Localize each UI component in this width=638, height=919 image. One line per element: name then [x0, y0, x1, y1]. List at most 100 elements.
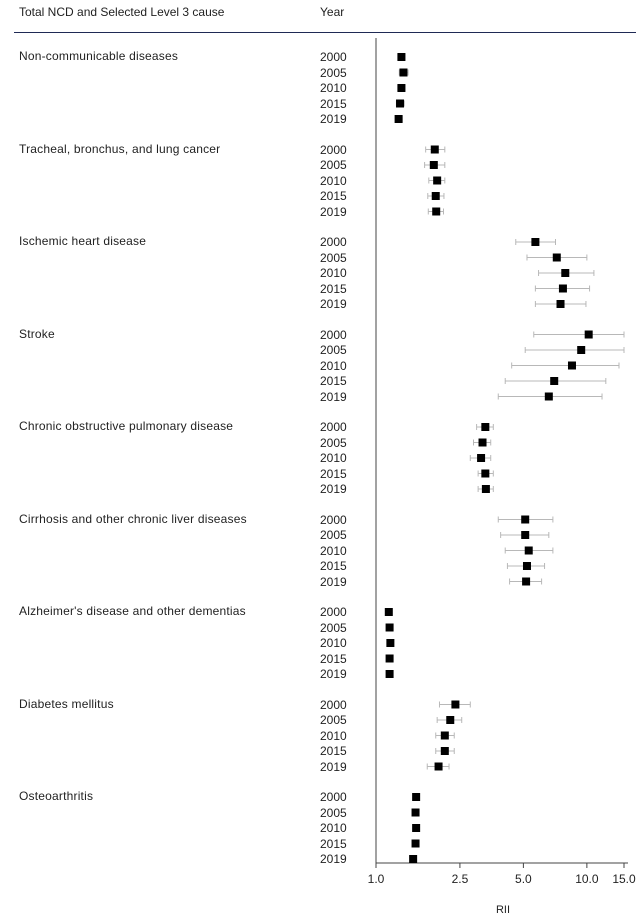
- cause-label: Alzheimer's disease and other dementias: [19, 604, 246, 618]
- point-estimate: [411, 808, 420, 817]
- point-estimate: [429, 161, 438, 169]
- year-label: 2015: [320, 744, 347, 758]
- point-estimate: [412, 824, 421, 832]
- header-rule: [14, 32, 636, 33]
- point-estimate: [385, 623, 394, 632]
- year-label: 2000: [320, 697, 347, 712]
- year-label: 2019: [320, 482, 347, 496]
- x-tick-label: 10.0: [575, 872, 599, 886]
- year-label: 2005: [320, 620, 347, 635]
- point-estimate: [567, 361, 576, 370]
- point-estimate: [558, 284, 567, 293]
- year-label: 2005: [320, 343, 347, 357]
- point-estimate: [384, 608, 393, 616]
- year-label: 2015: [320, 651, 347, 666]
- point-estimate: [584, 330, 593, 339]
- year-label: 2005: [320, 805, 347, 820]
- year-label: 2000: [320, 50, 347, 64]
- point-estimate: [446, 716, 455, 724]
- x-tick-label: 5.0: [515, 872, 532, 886]
- point-estimate: [386, 639, 395, 647]
- year-column-header: Year: [320, 5, 345, 19]
- point-estimate: [577, 346, 586, 354]
- year-label: 2000: [320, 142, 347, 157]
- point-estimate: [431, 192, 440, 200]
- year-label: 2019: [320, 389, 347, 404]
- cause-label: Diabetes mellitus: [19, 696, 114, 711]
- year-label: 2010: [320, 821, 347, 835]
- point-estimate: [524, 546, 533, 555]
- year-label: 2010: [320, 173, 347, 188]
- point-estimate: [481, 485, 490, 493]
- point-estimate: [522, 577, 531, 586]
- point-estimate: [544, 392, 553, 401]
- year-label: 2005: [320, 65, 347, 80]
- cause-label: Ischemic heart disease: [19, 234, 147, 248]
- point-estimate: [397, 84, 406, 92]
- x-axis-title: RII: [496, 904, 510, 916]
- year-label: 2019: [320, 759, 347, 774]
- point-estimate: [531, 238, 540, 246]
- year-label: 2005: [320, 250, 347, 265]
- year-label: 2015: [320, 281, 347, 296]
- point-estimate: [440, 731, 449, 740]
- cause-column-header: Total NCD and Selected Level 3 cause: [19, 5, 225, 19]
- point-estimate: [399, 68, 408, 77]
- year-label: 2019: [320, 112, 347, 126]
- cause-label: Chronic obstructive pulmonary disease: [19, 419, 234, 433]
- point-estimate: [397, 53, 406, 61]
- point-estimate: [451, 700, 460, 709]
- year-label: 2015: [320, 96, 347, 111]
- point-estimate: [521, 531, 530, 539]
- point-estimate: [552, 253, 561, 262]
- year-label: 2005: [320, 158, 347, 172]
- year-label: 2005: [320, 713, 347, 727]
- year-label: 2019: [320, 297, 347, 311]
- year-label: 2000: [320, 420, 347, 434]
- year-label: 2010: [320, 636, 347, 650]
- year-label: 2010: [320, 266, 347, 280]
- year-label: 2010: [320, 358, 347, 373]
- year-label: 2010: [320, 543, 347, 558]
- point-estimate: [409, 855, 418, 863]
- x-tick-label: 15.0: [612, 872, 636, 886]
- point-estimate: [385, 670, 394, 678]
- year-label: 2000: [320, 790, 347, 804]
- year-label: 2019: [320, 852, 347, 866]
- year-label: 2005: [320, 435, 347, 450]
- point-estimate: [385, 654, 394, 663]
- point-estimate: [430, 145, 439, 154]
- point-estimate: [434, 762, 443, 771]
- point-estimate: [412, 793, 421, 801]
- point-estimate: [432, 207, 441, 216]
- point-estimate: [478, 438, 487, 447]
- cause-label: Osteoarthritis: [19, 789, 94, 803]
- year-label: 2010: [320, 728, 347, 743]
- cause-label: Stroke: [19, 326, 55, 341]
- x-tick-label: 1.0: [368, 872, 385, 886]
- point-estimate: [561, 269, 570, 277]
- year-label: 2010: [320, 451, 347, 465]
- year-label: 2000: [320, 512, 347, 527]
- point-estimate: [550, 377, 559, 385]
- cause-label: Cirrhosis and other chronic liver diseas…: [19, 511, 247, 526]
- point-estimate: [477, 454, 486, 462]
- year-label: 2010: [320, 81, 347, 95]
- year-label: 2019: [320, 574, 347, 589]
- year-label: 2019: [320, 667, 347, 681]
- point-estimate: [556, 300, 565, 308]
- point-estimate: [481, 423, 490, 431]
- year-label: 2000: [320, 235, 347, 249]
- point-estimate: [411, 839, 420, 848]
- year-label: 2015: [320, 836, 347, 851]
- point-estimate: [396, 99, 405, 108]
- point-estimate: [394, 115, 403, 123]
- year-label: 2015: [320, 189, 347, 203]
- cause-label: Non-communicable diseases: [19, 49, 179, 63]
- point-estimate: [481, 469, 490, 478]
- point-estimate: [433, 176, 442, 185]
- cause-label: Tracheal, bronchus, and lung cancer: [19, 141, 221, 156]
- year-label: 2019: [320, 204, 347, 219]
- year-label: 2000: [320, 605, 347, 619]
- year-label: 2000: [320, 327, 347, 342]
